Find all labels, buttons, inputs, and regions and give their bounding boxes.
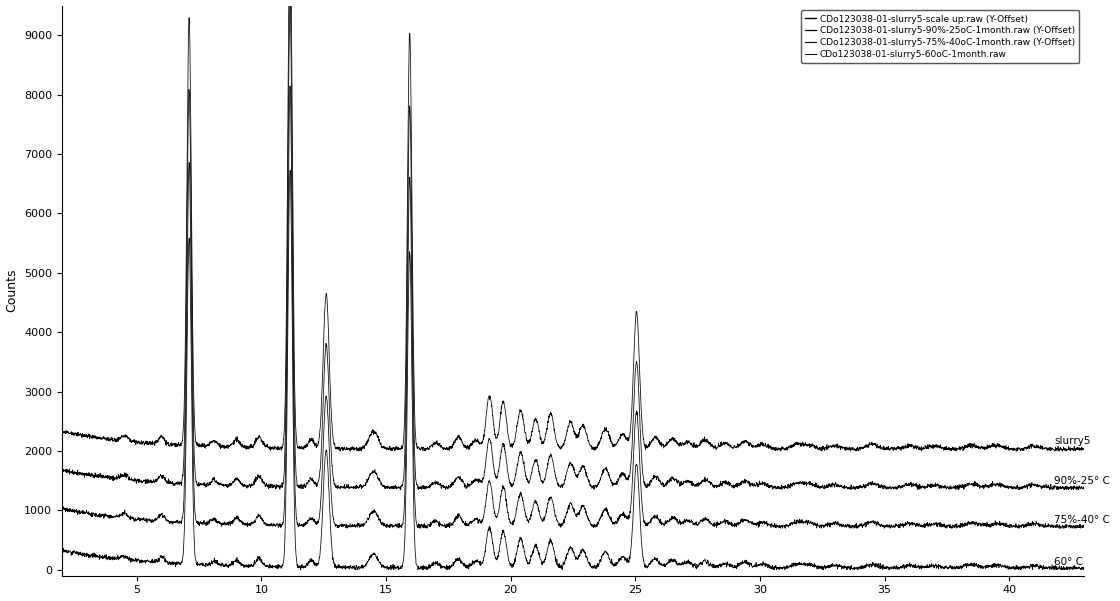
- Text: 75%-40° C: 75%-40° C: [1054, 515, 1110, 525]
- Text: 60° C: 60° C: [1054, 557, 1083, 567]
- Y-axis label: Counts: Counts: [6, 269, 19, 313]
- Text: slurry5: slurry5: [1054, 436, 1091, 447]
- Legend: CDo123038-01-slurry5-scale up.raw (Y-Offset), CDo123038-01-slurry5-90%-25oC-1mon: CDo123038-01-slurry5-scale up.raw (Y-Off…: [801, 10, 1080, 63]
- Text: 90%-25° C: 90%-25° C: [1054, 476, 1110, 486]
